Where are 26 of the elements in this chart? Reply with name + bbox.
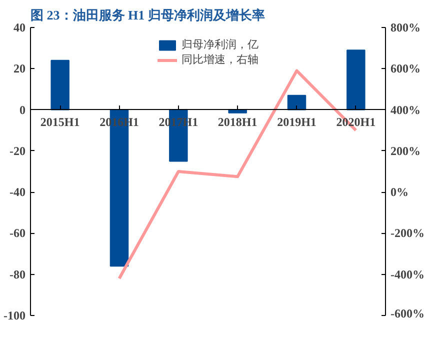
legend-label: 同比增速，右轴 [182,53,258,67]
y-tick-label: 20 [14,62,26,76]
x-tick-label: 2019H1 [277,114,316,129]
y2-tick-label: 400% [390,102,420,117]
bar [346,50,366,110]
legend-label: 归母净利润，亿 [182,38,258,52]
y2-tick-label: 200% [390,144,420,158]
y-tick-label: 40 [14,20,26,34]
y2-tick-label: -200% [390,226,424,240]
y-tick-label: -40 [10,185,26,200]
bar [50,60,70,110]
y-tick-label: -20 [10,144,26,158]
y2-tick-label: 800% [390,20,420,34]
y2-tick-label: -600% [390,306,424,320]
y2-tick-label: 600% [390,62,420,76]
bar [287,94,306,110]
y2-tick-label: 0% [390,185,408,200]
y-tick-label: 0 [20,102,26,117]
y-tick-label: -60 [10,226,26,240]
x-tick-label: 2015H1 [40,114,80,129]
x-tick-label: 2020H1 [336,114,376,129]
y-tick-label: -100 [4,308,26,322]
x-tick-label: 2018H1 [218,114,258,129]
y-tick-label: -80 [10,267,26,282]
y2-tick-label: -400% [390,267,424,282]
chart-title: 图 23：油田服务 H1 归母净利润及增长率 [30,8,265,22]
